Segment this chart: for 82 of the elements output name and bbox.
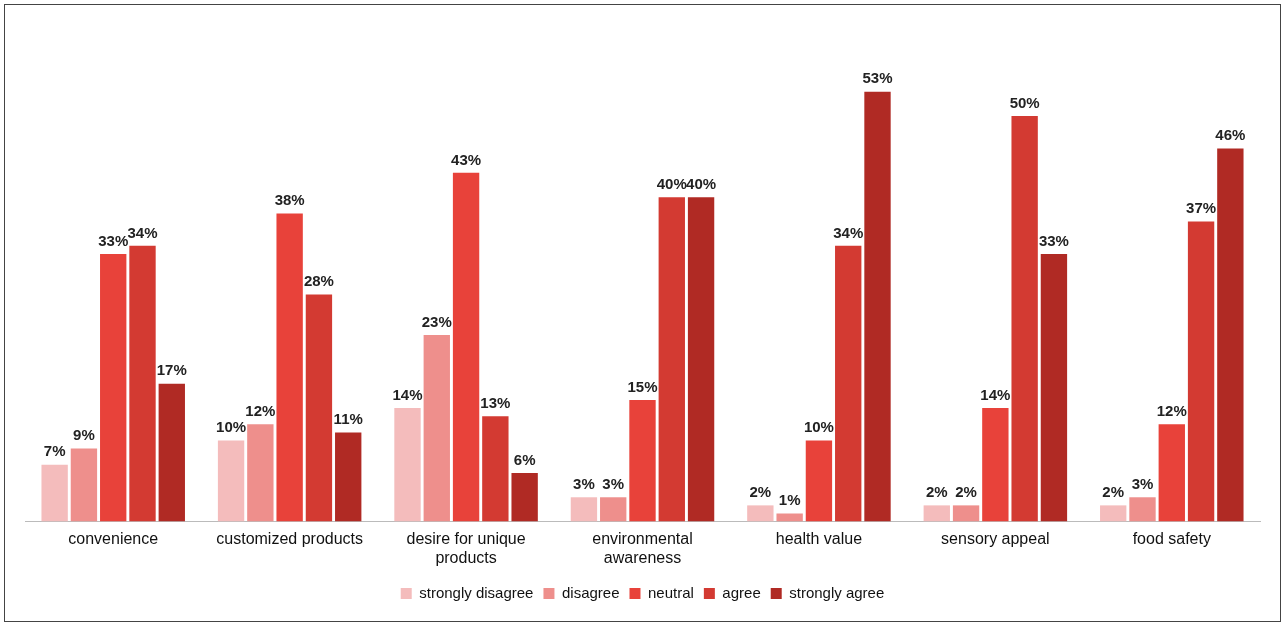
- data-label: 2%: [955, 483, 977, 501]
- bar: [100, 253, 127, 522]
- bar: [687, 197, 715, 522]
- bar: [511, 472, 538, 522]
- bar: [600, 497, 627, 522]
- data-label: 34%: [127, 223, 158, 241]
- data-label: 37%: [1186, 199, 1217, 217]
- bar: [658, 197, 685, 522]
- data-label: 33%: [98, 231, 129, 249]
- legend-label: neutral: [647, 583, 694, 601]
- bar: [158, 383, 185, 522]
- data-label: 17%: [156, 361, 187, 379]
- bar: [923, 505, 950, 522]
- bar: [394, 408, 421, 522]
- bar: [1011, 116, 1038, 522]
- data-label: 10%: [216, 418, 247, 436]
- bar: [864, 91, 891, 522]
- bar: [747, 505, 774, 522]
- data-label: 11%: [333, 410, 363, 428]
- bar: [423, 335, 450, 522]
- bar: [70, 448, 98, 522]
- x-tick-label: convenience: [68, 529, 159, 547]
- bar: [276, 213, 303, 522]
- bar: [982, 408, 1009, 522]
- data-label: 3%: [573, 474, 595, 492]
- data-label: 9%: [73, 426, 95, 444]
- bar: [952, 505, 980, 522]
- bar: [1100, 505, 1127, 522]
- data-label: 12%: [1156, 401, 1187, 419]
- data-label: 7%: [43, 442, 66, 460]
- data-label: 14%: [392, 385, 423, 403]
- data-label: 40%: [656, 174, 687, 192]
- bar: [1040, 253, 1068, 522]
- data-label: 6%: [513, 450, 536, 468]
- bar: [247, 424, 274, 522]
- data-label: 1%: [778, 491, 801, 509]
- x-tick-label: environmental awareness: [592, 529, 693, 566]
- data-label: 28%: [303, 272, 334, 290]
- data-label: 10%: [803, 418, 834, 436]
- data-label: 23%: [421, 312, 452, 330]
- bar: [217, 440, 245, 522]
- bar: [452, 172, 480, 522]
- bar: [1187, 221, 1215, 522]
- data-label: 38%: [274, 191, 305, 209]
- data-label: 2%: [925, 483, 948, 501]
- x-tick-label: desire for unique products: [406, 529, 526, 566]
- bar: [129, 245, 156, 522]
- legend-label: strongly agree: [789, 583, 885, 601]
- bar: [835, 245, 862, 522]
- x-tick-label: health value: [775, 529, 863, 547]
- data-label: 53%: [862, 69, 893, 87]
- bar: [482, 416, 509, 522]
- x-tick-label: sensory appeal: [941, 529, 1050, 547]
- data-label: 2%: [1102, 483, 1125, 501]
- legend-label: agree: [722, 583, 761, 601]
- data-label: 12%: [245, 401, 276, 419]
- x-tick-label: customized products: [216, 529, 364, 547]
- data-label: 33%: [1038, 231, 1069, 249]
- data-label: 13%: [480, 393, 511, 411]
- data-label: 3%: [1131, 474, 1154, 492]
- bar: [41, 464, 68, 522]
- data-label: 14%: [980, 385, 1011, 403]
- data-label: 2%: [749, 483, 772, 501]
- bar: [776, 513, 803, 522]
- legend-label: disagree: [561, 583, 620, 601]
- data-label: 40%: [686, 174, 717, 192]
- bar: [1129, 497, 1156, 522]
- x-tick-label: food safety: [1132, 529, 1211, 547]
- bar: [570, 497, 598, 522]
- bar: [1158, 424, 1185, 522]
- bar: [1217, 148, 1244, 522]
- data-label: 15%: [627, 377, 658, 395]
- data-label: 43%: [451, 150, 482, 168]
- data-label: 3%: [602, 474, 625, 492]
- data-label: 34%: [833, 223, 864, 241]
- legend-label: strongly disagree: [419, 583, 534, 601]
- bar: [805, 440, 833, 522]
- data-label: 46%: [1215, 126, 1246, 144]
- bar: [335, 432, 362, 522]
- data-label: 50%: [1009, 93, 1040, 111]
- bar: [629, 399, 656, 522]
- bar: [305, 294, 333, 522]
